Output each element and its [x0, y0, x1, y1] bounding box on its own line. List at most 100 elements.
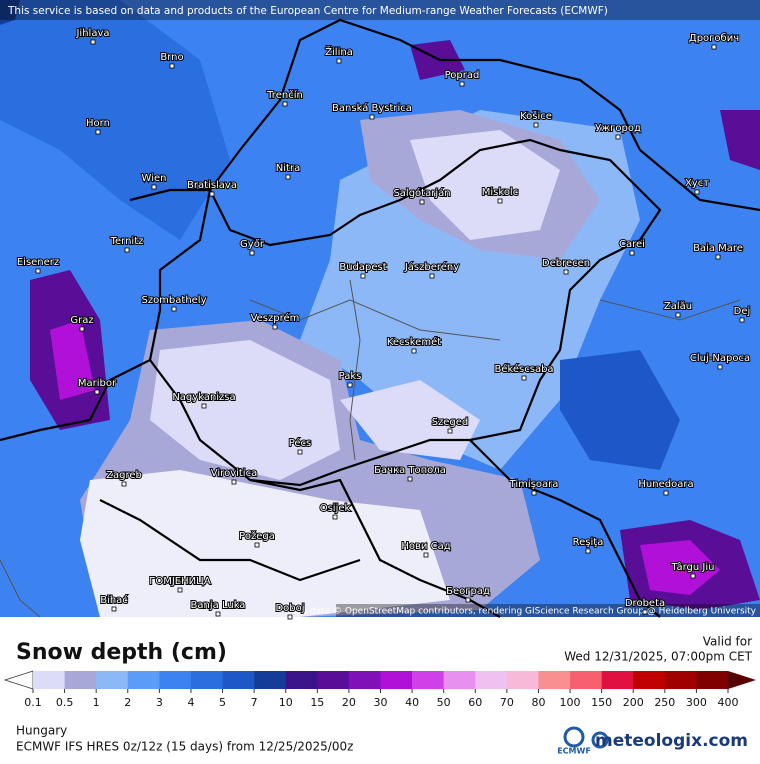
city-dot	[459, 81, 465, 87]
city-dot	[533, 122, 539, 128]
city-label: Dej	[734, 306, 751, 317]
model: ECMWF IFS HRES 0z/12z (15 days) from 12/…	[16, 740, 353, 754]
colorbar-segment	[33, 671, 65, 689]
city-dot	[419, 199, 425, 205]
colorbar-segment	[475, 671, 508, 689]
colorbar-tick-label: 250	[654, 696, 675, 709]
city-dot	[615, 134, 621, 140]
city-dot	[411, 348, 417, 354]
colorbar-tick-label: 1	[93, 696, 100, 709]
valid-time: Wed 12/31/2025, 07:00pm CET	[564, 650, 752, 664]
colorbar-segment	[506, 671, 539, 689]
city-dot	[711, 44, 717, 50]
city-dot	[423, 552, 429, 558]
city-dot	[231, 479, 237, 485]
city-label: Virovitica	[211, 468, 257, 479]
colorbar-tick-label: 400	[718, 696, 739, 709]
city-dot	[347, 382, 353, 388]
colorbar-segment	[664, 671, 697, 689]
city-label: Baia Mare	[693, 243, 743, 254]
city-dot	[332, 514, 338, 520]
city-dot	[94, 389, 100, 395]
city-label: Maribor	[78, 378, 117, 389]
region: Hungary	[16, 724, 67, 738]
colorbar-tick-label: 300	[686, 696, 707, 709]
city-dot	[121, 481, 127, 487]
city-label: Нови Сад	[401, 541, 450, 552]
city-label: Бачка Топола	[374, 465, 446, 476]
colorbar-segment	[317, 671, 350, 689]
city-label: Târgu Jiu	[671, 561, 715, 573]
colorbar-segment	[159, 671, 192, 689]
city-label: Ternitz	[110, 236, 144, 247]
city-label: Doboj	[275, 603, 304, 614]
city-label: Graz	[70, 315, 93, 326]
city-dot	[497, 198, 503, 204]
city-label: Horn	[86, 118, 110, 129]
city-dot	[171, 306, 177, 312]
city-dot	[675, 312, 681, 318]
colorbar-segment	[412, 671, 444, 689]
city-label: Drobeta	[625, 598, 665, 609]
city-dot	[694, 189, 700, 195]
colorbar-segment	[348, 671, 381, 689]
colorbar-tick-label: 80	[531, 696, 545, 709]
colorbar-segment	[601, 671, 634, 689]
colorbar-segment	[633, 671, 666, 689]
city-label: Poprad	[445, 70, 480, 81]
city-dot	[249, 250, 255, 256]
colorbar-segment	[127, 671, 160, 689]
colorbar-tick-label: 3	[156, 696, 163, 709]
city-dot	[739, 317, 745, 323]
city-dot	[531, 490, 537, 496]
city-label: Zagreb	[106, 470, 142, 481]
city-dot	[360, 273, 366, 279]
city-label: Trenčín	[266, 89, 303, 101]
brand: meteologix.com	[595, 731, 748, 751]
city-label: Carei	[619, 239, 645, 250]
city-label: Budapest	[339, 262, 386, 273]
city-label: Nitra	[276, 163, 300, 174]
colorbar-segment	[254, 671, 287, 689]
city-dot	[407, 476, 413, 482]
city-label: Pécs	[289, 437, 312, 449]
city-label: Paks	[339, 371, 362, 382]
city-dot	[715, 254, 721, 260]
city-dot	[642, 609, 648, 615]
city-dot	[35, 268, 41, 274]
city-label: Košice	[520, 110, 552, 122]
valid-label: Valid for	[703, 635, 752, 649]
attribution: Map data © OpenStreetMap contributors, r…	[288, 607, 757, 617]
city-dot	[111, 606, 117, 612]
city-dot	[297, 449, 303, 455]
city-label: Bratislava	[187, 180, 237, 191]
colorbar-tick-label: 5	[219, 696, 226, 709]
city-dot	[151, 184, 157, 190]
colorbar-tick-label: 60	[468, 696, 482, 709]
city-label: Miskolc	[482, 187, 518, 198]
city-label: Wien	[142, 173, 167, 184]
colorbar-tick-label: 4	[187, 696, 194, 709]
city-dot	[79, 326, 85, 332]
colorbar-under	[3, 670, 34, 690]
ecmwf-logo: ECMWF	[557, 747, 591, 756]
city-label: Jászberény	[404, 261, 459, 273]
city-label: Požega	[239, 530, 275, 542]
city-label: Osijek	[320, 503, 351, 514]
city-label: Veszprém	[251, 312, 300, 324]
notice: This service is based on data and produc…	[7, 5, 608, 17]
city-dot	[177, 587, 183, 593]
city-dot	[465, 597, 471, 603]
map: This service is based on data and produc…	[0, 0, 760, 620]
colorbar-tick-label: 0.5	[56, 696, 74, 709]
colorbar-tick-label: 0.1	[24, 696, 42, 709]
colorbar-tick-label: 15	[310, 696, 324, 709]
colorbar-over	[728, 671, 756, 689]
city-dot	[629, 250, 635, 256]
city-dot	[272, 324, 278, 330]
colorbar-segment	[222, 671, 255, 689]
brand-icon	[591, 731, 609, 749]
city-dot	[521, 375, 527, 381]
city-dot	[169, 63, 175, 69]
